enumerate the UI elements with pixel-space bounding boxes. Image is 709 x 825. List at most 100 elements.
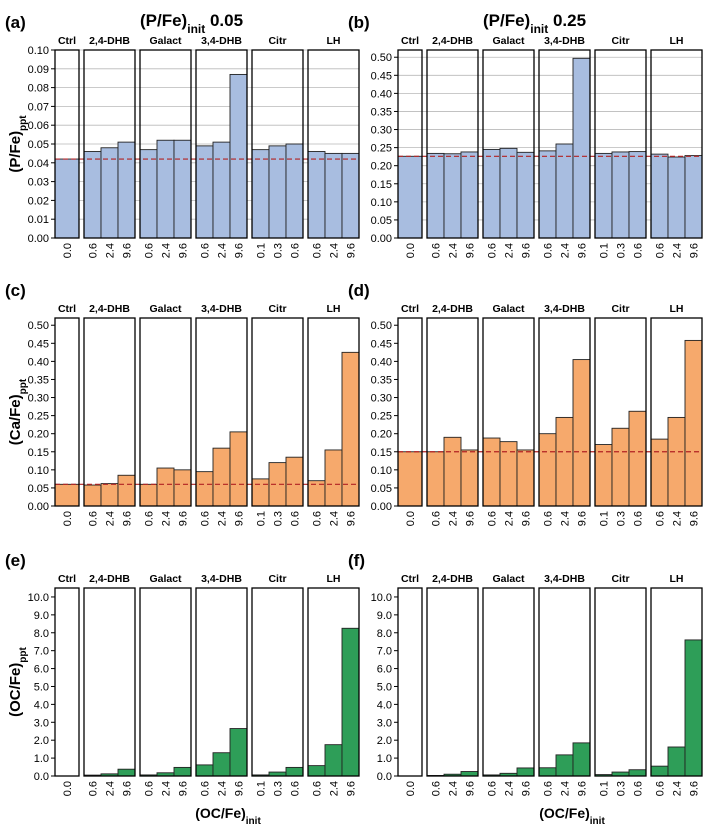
group-frame [650, 587, 703, 777]
group-label: LH [327, 303, 341, 315]
x-tick-label: 0.6 [200, 781, 212, 796]
y-tick-label: 7.0 [377, 646, 392, 658]
column-title-right-main: (P/Fe) [483, 11, 530, 30]
group-label: 2,4-DHB [89, 303, 130, 315]
y-tick-label: 0.50 [28, 320, 49, 332]
bar [156, 139, 175, 239]
x-tick-label: 0.6 [144, 243, 156, 258]
y-tick-label: 0.07 [28, 101, 49, 113]
column-title-right-sub: init [530, 22, 548, 36]
panel-label: (e) [5, 551, 26, 570]
y-tick-label: 0.30 [371, 125, 392, 137]
x-axis-title-right-main: (OC/Fe) [539, 805, 590, 821]
group-frame [54, 317, 80, 507]
x-tick-label: 0.6 [655, 511, 667, 526]
x-tick-label: 9.6 [346, 243, 358, 258]
y-tick-label: 0.35 [371, 106, 392, 118]
x-tick-label: 0.3 [273, 511, 285, 526]
x-tick-label: 0.6 [290, 511, 302, 526]
y-tick-label: 0.09 [28, 64, 49, 76]
y-axis-title-main: (Ca/Fe) [7, 394, 24, 445]
bar [83, 484, 102, 507]
y-tick-label: 0.05 [371, 483, 392, 495]
y-axis-title: (OC/Fe)ppt [7, 646, 29, 716]
x-tick-label: 0.1 [599, 243, 611, 258]
y-tick-label: 0.25 [371, 411, 392, 423]
x-tick-label: 0.0 [62, 243, 74, 258]
bar [268, 145, 287, 239]
y-tick-label: 0.10 [28, 465, 49, 477]
x-tick-label: 9.6 [577, 243, 589, 258]
x-tick-label: 0.6 [655, 781, 667, 796]
y-tick-label: 5.0 [34, 681, 49, 693]
x-tick-label: 2.4 [105, 243, 117, 258]
group-frame [195, 317, 248, 507]
x-tick-label: 2.4 [560, 243, 572, 258]
y-tick-label: 0.45 [371, 70, 392, 82]
x-tick-label: 2.4 [161, 511, 173, 526]
x-axis-title-left: (OC/Fe)init [195, 805, 261, 825]
bar [426, 152, 445, 239]
x-tick-label: 9.6 [577, 781, 589, 796]
group-frame [426, 49, 479, 239]
bar [499, 147, 518, 239]
x-tick-label: 2.4 [560, 781, 572, 796]
x-tick-label: 0.6 [312, 243, 324, 258]
x-tick-label: 9.6 [465, 243, 477, 258]
bar [100, 147, 119, 239]
group-label: Ctrl [401, 35, 419, 47]
bar [195, 471, 214, 507]
bar [443, 436, 462, 507]
group-frame [482, 49, 535, 239]
x-tick-label: 0.6 [144, 781, 156, 796]
group-label: Citr [611, 573, 629, 585]
y-tick-label: 3.0 [377, 717, 392, 729]
bar [212, 141, 231, 239]
y-tick-label: 6.0 [34, 664, 49, 676]
bar [324, 744, 343, 777]
y-tick-label: 0.15 [371, 179, 392, 191]
column-title-left: (P/Fe)init 0.05 [140, 11, 243, 36]
group-frame [251, 317, 304, 507]
group-label: Citr [611, 303, 629, 315]
x-tick-label: 9.6 [689, 781, 701, 796]
group-frame [83, 587, 136, 777]
x-tick-label: 2.4 [217, 511, 229, 526]
y-tick-label: 0.05 [371, 215, 392, 227]
bar [482, 437, 501, 507]
bar [397, 451, 423, 507]
x-tick-label: 0.6 [431, 511, 443, 526]
group-label: LH [670, 303, 684, 315]
x-tick-label: 9.6 [234, 511, 246, 526]
group-frame [139, 587, 192, 777]
y-tick-label: 0.00 [371, 233, 392, 245]
x-tick-label: 2.4 [504, 243, 516, 258]
x-tick-label: 2.4 [217, 243, 229, 258]
bar [173, 469, 192, 507]
group-frame [650, 317, 703, 507]
bar [538, 150, 557, 239]
y-tick-label: 6.0 [377, 664, 392, 676]
x-tick-label: 9.6 [689, 243, 701, 258]
x-tick-label: 0.6 [633, 781, 645, 796]
x-tick-label: 2.4 [672, 511, 684, 526]
bar [684, 339, 703, 507]
group-label: 3,4-DHB [201, 35, 242, 47]
group-frame [195, 49, 248, 239]
panel-label: (d) [348, 281, 370, 300]
column-title-left-value: 0.05 [205, 11, 243, 30]
bar [555, 754, 574, 777]
x-axis-title-right: (OC/Fe)init [539, 805, 605, 825]
y-tick-label: 0.20 [371, 161, 392, 173]
group-frame [594, 317, 647, 507]
bar [251, 149, 270, 239]
y-tick-label: 2.0 [34, 735, 49, 747]
y-tick-label: 0.00 [371, 501, 392, 513]
group-frame [594, 587, 647, 777]
group-frame [307, 317, 360, 507]
group-frame [83, 49, 136, 239]
group-label: Galact [492, 35, 525, 47]
y-tick-label: 0.45 [28, 338, 49, 350]
y-tick-label: 0.10 [28, 45, 49, 57]
group-frame [650, 49, 703, 239]
